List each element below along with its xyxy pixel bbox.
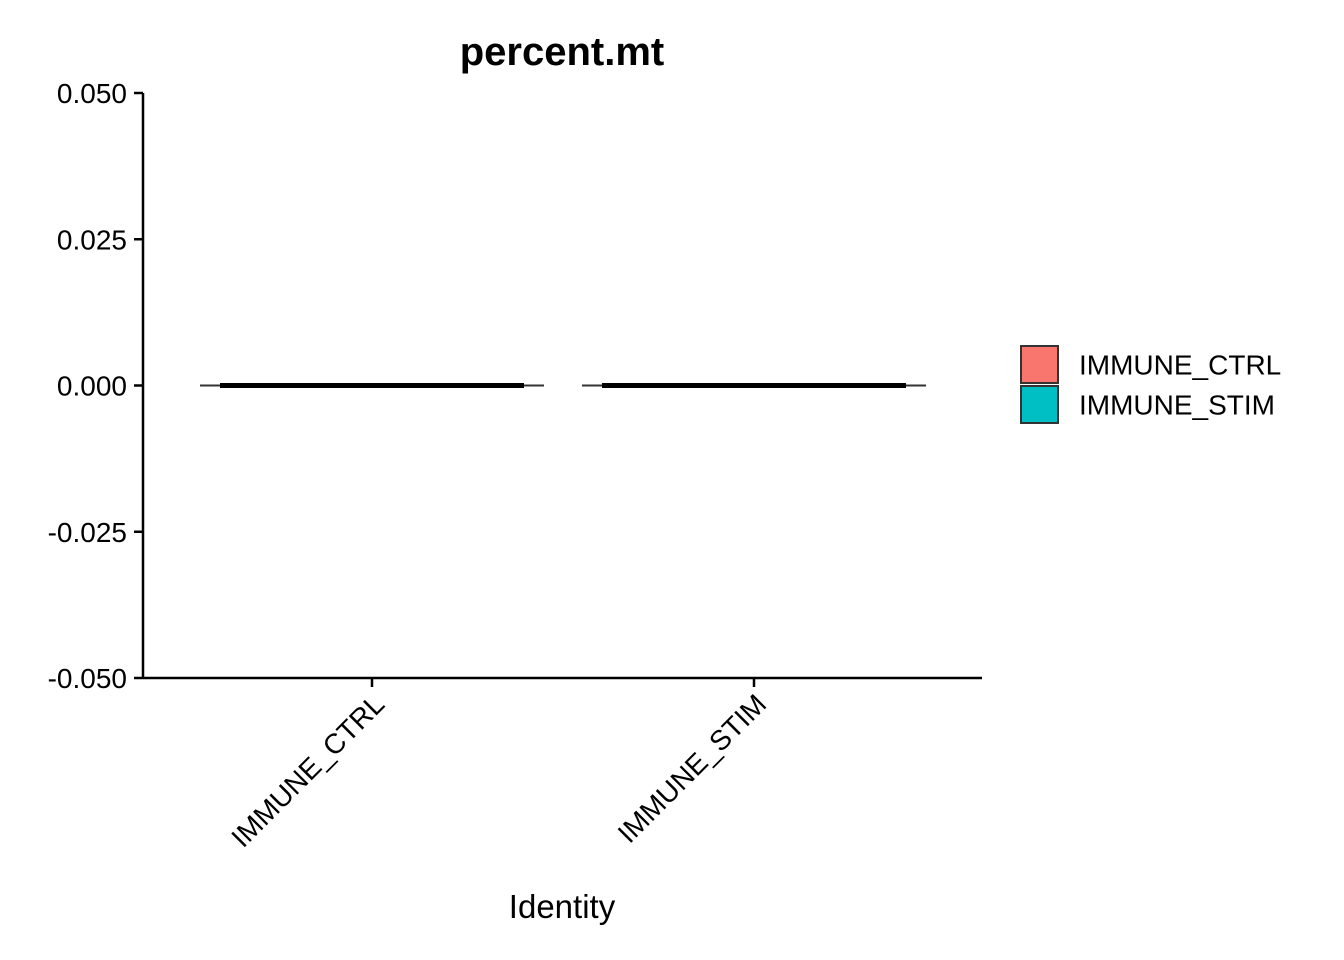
legend: IMMUNE_CTRL IMMUNE_STIM [1020,345,1281,424]
chart-title: percent.mt [460,30,665,74]
x-tick-label: IMMUNE_CTRL [225,688,390,853]
y-tick-label: 0.025 [57,224,127,255]
x-axis: IMMUNE_CTRL IMMUNE_STIM [143,676,982,853]
legend-label: IMMUNE_CTRL [1079,350,1281,381]
legend-key [1020,345,1059,384]
legend-key [1020,385,1059,424]
legend-label: IMMUNE_STIM [1079,390,1275,421]
y-tick-label: -0.025 [48,517,127,548]
y-axis: 0.050 0.025 0.000 -0.025 -0.050 [48,78,145,694]
x-tick-label: IMMUNE_STIM [612,688,773,849]
y-tick-label: 0.000 [57,371,127,402]
x-axis-title: Identity [509,888,616,925]
y-tick-label: -0.050 [48,663,127,694]
y-tick-label: 0.050 [57,78,127,109]
